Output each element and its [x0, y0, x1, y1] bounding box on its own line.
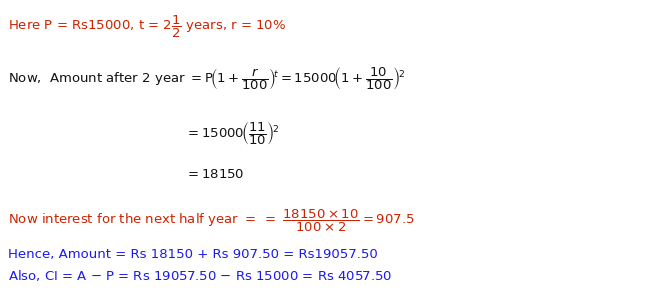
- Text: Now interest for the next half year $= \ = \ \dfrac{18150\times10}{100\times2} =: Now interest for the next half year $= \…: [8, 208, 415, 234]
- Text: Hence, Amount = Rs 18150 + Rs 907.50 = Rs19057.50: Hence, Amount = Rs 18150 + Rs 907.50 = R…: [8, 248, 378, 261]
- Text: Now,  Amount after 2 year $= \mathrm{P}\!\left(1+\dfrac{r}{100}\right)^{\!t} = 1: Now, Amount after 2 year $= \mathrm{P}\!…: [8, 65, 405, 92]
- Text: $= 15000\!\left(\dfrac{11}{10}\right)^{\!2}$: $= 15000\!\left(\dfrac{11}{10}\right)^{\…: [185, 120, 279, 147]
- Text: Here P = Rs15000, t = $2\dfrac{1}{2}$ years, r = 10%: Here P = Rs15000, t = $2\dfrac{1}{2}$ ye…: [8, 14, 286, 40]
- Text: $= 18150$: $= 18150$: [185, 168, 244, 181]
- Text: Also, CI = A $-$ P = Rs 19057.50 $-$ Rs 15000 = Rs 4057.50: Also, CI = A $-$ P = Rs 19057.50 $-$ Rs …: [8, 268, 392, 283]
